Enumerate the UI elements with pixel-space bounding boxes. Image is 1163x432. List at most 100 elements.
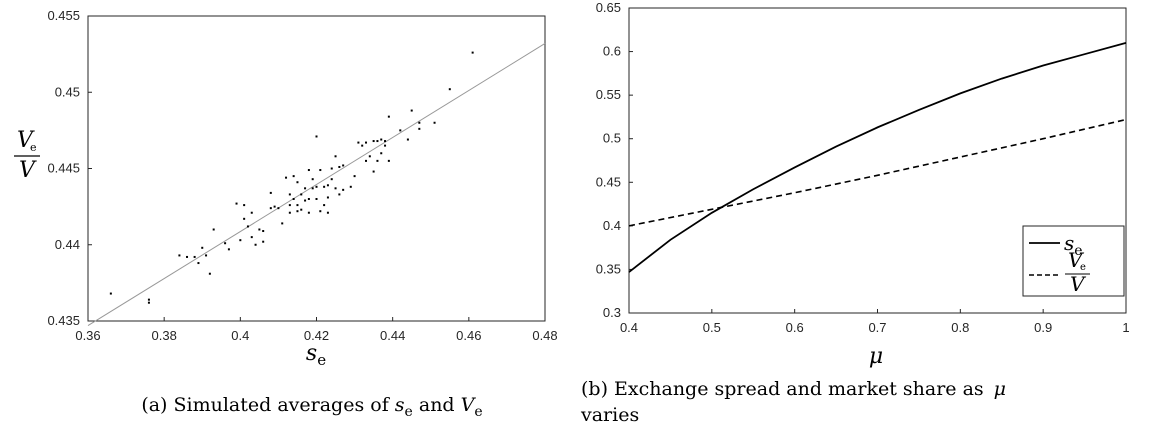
scatter-point — [147, 301, 150, 304]
scatter-point — [296, 210, 299, 213]
scatter-point — [186, 255, 189, 258]
line-x-tick-label: 0.9 — [1034, 320, 1052, 335]
scatter-point — [285, 176, 288, 179]
scatter-point — [178, 254, 181, 257]
scatter-point — [365, 141, 368, 144]
scatter-point — [227, 248, 230, 251]
scatter-x-tick-label: 0.36 — [75, 328, 100, 343]
scatter-point — [307, 211, 310, 214]
scatter-x-tick-label: 0.42 — [304, 328, 329, 343]
scatter-point — [205, 254, 208, 257]
scatter-point — [384, 144, 387, 147]
scatter-point — [239, 239, 242, 242]
scatter-point — [288, 193, 291, 196]
svg-text:e: e — [1080, 262, 1086, 273]
scatter-x-tick-label: 0.46 — [456, 328, 481, 343]
scatter-point — [235, 202, 238, 205]
scatter-point — [323, 185, 326, 188]
scatter-point — [262, 240, 265, 243]
scatter-point — [201, 246, 204, 249]
scatter-point — [376, 140, 379, 143]
scatter-point — [387, 159, 390, 162]
scatter-fit-line — [87, 43, 546, 327]
scatter-y-tick-label: 0.455 — [47, 8, 80, 23]
scatter-point — [471, 51, 474, 54]
scatter-point — [292, 198, 295, 200]
line-x-tick-label: 0.8 — [951, 320, 969, 335]
scatter-point — [448, 88, 451, 91]
scatter-point — [342, 164, 345, 167]
scatter-y-tick-label: 0.44 — [55, 237, 80, 252]
scatter-caption: (a) Simulated averages of se and Ve — [141, 394, 482, 420]
scatter-point — [315, 135, 318, 138]
scatter-point — [288, 211, 291, 214]
scatter-point — [326, 196, 329, 199]
line-x-tick-label: 0.7 — [868, 320, 886, 335]
legend-label-se: se — [1064, 231, 1083, 259]
line-y-tick-label: 0.4 — [603, 218, 621, 233]
line-x-tick-label: 0.6 — [786, 320, 804, 335]
scatter-point — [281, 222, 284, 225]
scatter-point — [330, 178, 333, 181]
scatter-x-tick-label: 0.44 — [380, 328, 405, 343]
scatter-point — [197, 262, 200, 265]
line-x-axis-label: μ — [869, 344, 883, 369]
scatter-point — [300, 193, 303, 196]
legend-box — [1022, 225, 1125, 297]
scatter-point — [243, 204, 246, 207]
scatter-point — [212, 228, 215, 231]
scatter-point — [376, 159, 379, 162]
line-caption-line2: varies — [580, 404, 639, 426]
scatter-point — [326, 184, 329, 187]
scatter-point — [323, 204, 326, 207]
line-caption-line1: (b) Exchange spread and market share as μ — [581, 378, 1006, 400]
line-y-tick-label: 0.65 — [596, 0, 621, 15]
line-chart: 0.4 0.5 0.6 0.7 0.8 0.9 1 0.3 0.35 0.4 0.45 0.5 0.5… — [580, 0, 1130, 426]
scatter-point — [147, 298, 150, 301]
legend-label-ve-over-v: V e V — [1065, 248, 1090, 296]
scatter-point — [315, 198, 318, 200]
scatter-x-tick-label: 0.4 — [231, 328, 249, 343]
scatter-point — [250, 236, 253, 239]
scatter-point — [406, 138, 409, 141]
line-y-tick-label: 0.6 — [603, 44, 621, 59]
line-y-tick-label: 0.45 — [596, 174, 621, 189]
scatter-point — [338, 165, 341, 168]
scatter-point — [311, 178, 314, 181]
scatter-x-axis-label: se — [306, 341, 326, 369]
scatter-point — [380, 138, 383, 141]
scatter-point — [292, 175, 295, 178]
scatter-point — [296, 181, 299, 184]
scatter-point — [277, 207, 280, 210]
scatter-point — [319, 169, 322, 172]
scatter-point — [342, 188, 345, 191]
scatter-x-tick-label: 0.38 — [152, 328, 177, 343]
svg-text:V: V — [17, 128, 35, 153]
scatter-y-tick-label: 0.435 — [47, 313, 80, 328]
scatter-point — [288, 204, 291, 207]
scatter-point — [307, 198, 310, 200]
scatter-point — [365, 159, 368, 162]
scatter-point — [319, 210, 322, 213]
svg-text:V: V — [1068, 248, 1085, 272]
scatter-point — [418, 127, 421, 130]
scatter-point — [304, 187, 307, 190]
scatter-point — [300, 208, 303, 211]
scatter-point — [269, 207, 272, 210]
svg-text:e: e — [30, 141, 37, 154]
series-line-ve-over-v — [628, 118, 1127, 227]
scatter-point — [269, 191, 272, 194]
scatter-point — [273, 205, 276, 208]
line-x-tick-label: 0.4 — [620, 320, 638, 335]
scatter-point — [326, 211, 329, 214]
scatter-point — [418, 121, 421, 124]
scatter-point — [315, 185, 318, 188]
scatter-point — [399, 129, 402, 132]
scatter-point — [330, 167, 333, 170]
scatter-point — [387, 115, 390, 118]
scatter-point — [338, 193, 341, 196]
scatter-point — [193, 255, 196, 258]
scatter-chart: 0.36 0.38 0.4 0.42 0.44 0.46 0.48 0.435 0.44 0.4… — [14, 8, 558, 420]
svg-text:V: V — [1070, 272, 1087, 296]
